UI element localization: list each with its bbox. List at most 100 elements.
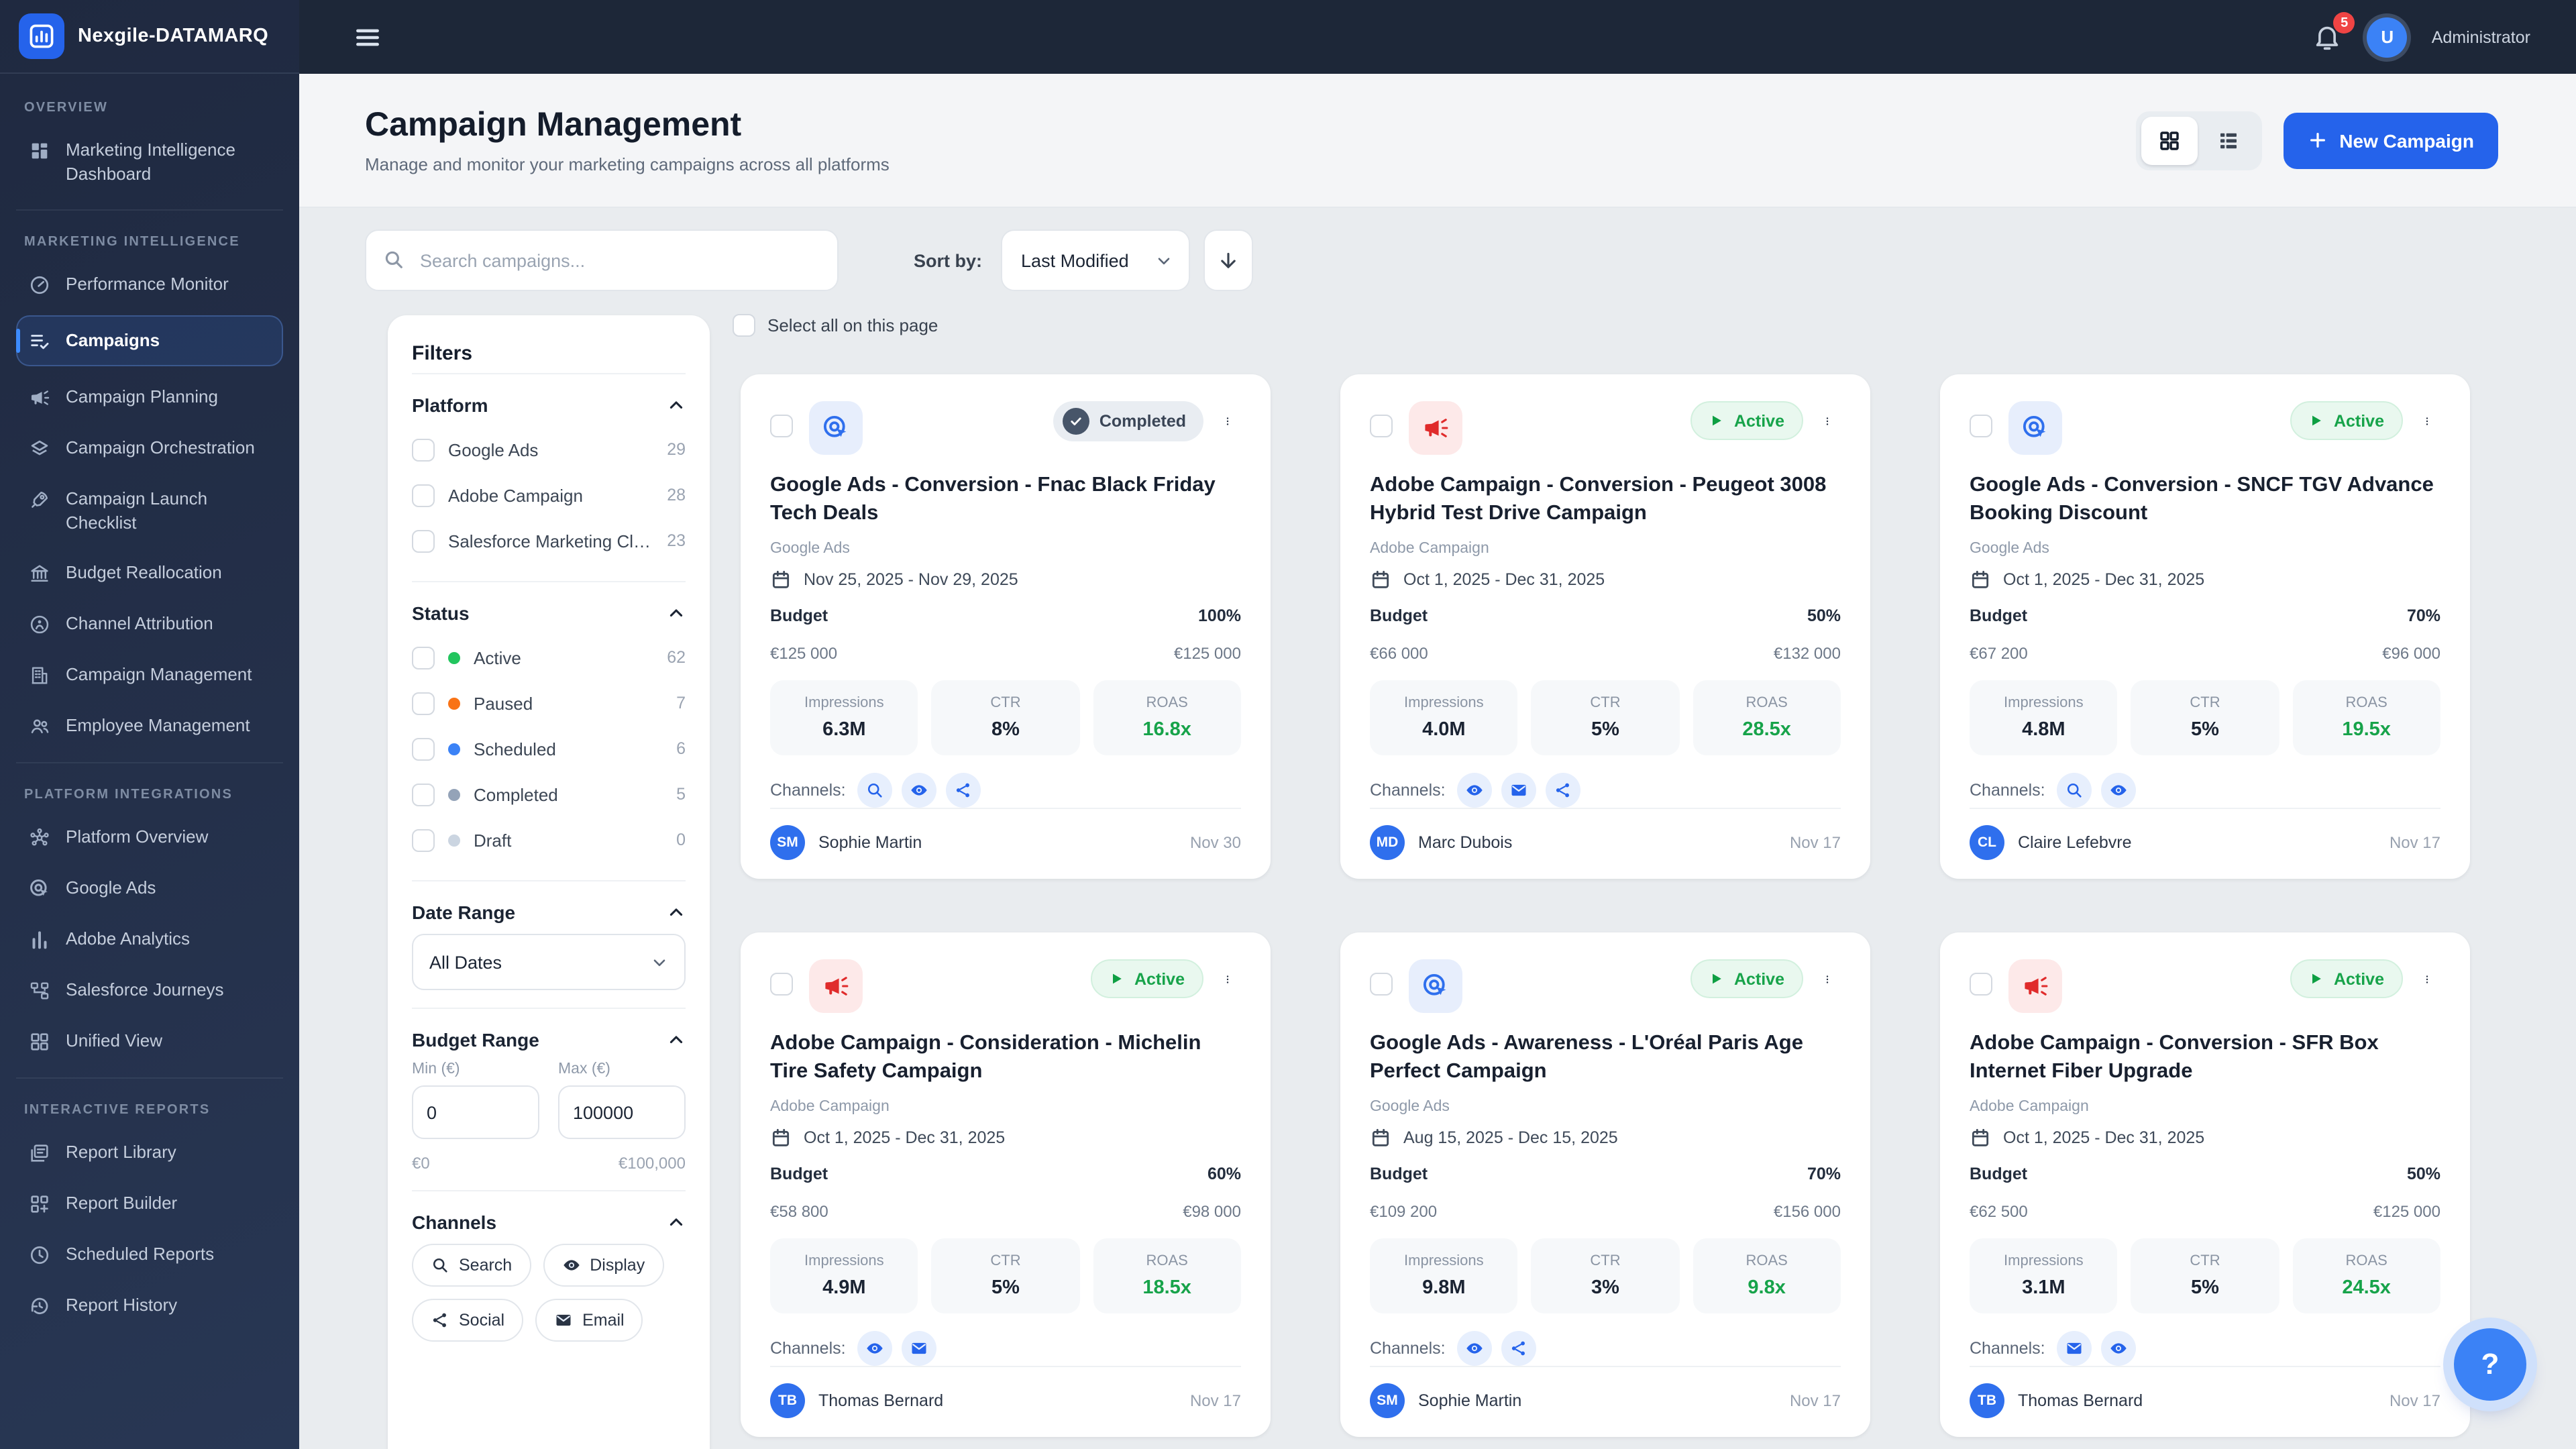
sidebar-item-marketing-intelligence-dashboard[interactable]: Marketing Intelligence Dashboard: [16, 125, 283, 199]
campaign-checkbox[interactable]: [1970, 415, 1992, 437]
sort-select[interactable]: Last Modified: [1001, 229, 1191, 291]
ctr-stat: CTR 5%: [2131, 680, 2279, 755]
select-all-checkbox[interactable]: [733, 314, 755, 337]
check-icon: [1063, 408, 1090, 435]
sidebar-item-budget-reallocation[interactable]: Budget Reallocation: [16, 547, 283, 598]
sort-direction-button[interactable]: [1203, 229, 1254, 291]
campaign-checkbox[interactable]: [770, 973, 793, 996]
sidebar-item-adobe-analytics[interactable]: Adobe Analytics: [16, 914, 283, 965]
clock-icon: [28, 1244, 51, 1267]
status-dot: [448, 743, 460, 755]
filter-option-checkbox[interactable]: [412, 484, 435, 506]
sidebar-item-campaign-launch-checklist[interactable]: Campaign Launch Checklist: [16, 474, 283, 547]
budget-label: Budget: [1370, 606, 1428, 625]
date-range-filter-header[interactable]: Date Range: [412, 902, 686, 923]
calendar-icon: [770, 1127, 792, 1148]
sidebar-item-unified-view[interactable]: Unified View: [16, 1016, 283, 1067]
campaign-card[interactable]: Completed Google Ads - Conversion - Fnac…: [741, 374, 1271, 879]
campaign-dates: Oct 1, 2025 - Dec 31, 2025: [2003, 1128, 2205, 1147]
plus-icon: [2307, 130, 2327, 150]
modified-date: Nov 17: [2389, 1391, 2440, 1410]
adobe-campaign-icon: [2008, 959, 2062, 1013]
sidebar-item-campaigns[interactable]: Campaigns: [16, 315, 283, 367]
menu-button[interactable]: [350, 19, 385, 54]
sidebar-item-scheduled-reports[interactable]: Scheduled Reports: [16, 1229, 283, 1280]
campaign-checkbox[interactable]: [1970, 973, 1992, 996]
search-input[interactable]: [365, 229, 839, 291]
sidebar-item-campaign-orchestration[interactable]: Campaign Orchestration: [16, 423, 283, 474]
campaign-card[interactable]: Active Adobe Campaign - Consideration - …: [741, 932, 1271, 1437]
filter-option-checkbox[interactable]: [412, 529, 435, 552]
list-view-button[interactable]: [2200, 116, 2256, 164]
budget-min-label: Min (€): [412, 1061, 460, 1077]
owner-name: Sophie Martin: [818, 833, 922, 852]
sidebar-item-google-ads[interactable]: Google Ads: [16, 863, 283, 914]
filter-option-checkbox[interactable]: [412, 438, 435, 461]
play-icon: [2302, 967, 2324, 990]
channel-social-icon: [1546, 772, 1581, 808]
status-option-checkbox[interactable]: [412, 828, 435, 851]
campaign-checkbox[interactable]: [1370, 415, 1393, 437]
notifications-button[interactable]: 5: [2312, 12, 2355, 52]
help-button[interactable]: ?: [2454, 1328, 2526, 1401]
adobe-campaign-icon: [1409, 401, 1462, 455]
channel-social-icon: [1501, 1330, 1537, 1366]
platform-filter-header[interactable]: Platform: [412, 394, 686, 416]
sidebar-section-label: OVERVIEW: [24, 101, 109, 115]
channel-pill-search[interactable]: Search: [412, 1244, 531, 1287]
play-icon: [2302, 409, 2324, 432]
card-menu-button[interactable]: [1214, 405, 1241, 437]
user-avatar[interactable]: U: [2367, 17, 2408, 57]
brand-logo-icon: [19, 13, 64, 59]
card-menu-button[interactable]: [1814, 405, 1841, 437]
card-menu-button[interactable]: [2414, 405, 2440, 437]
sidebar-section: OVERVIEW Marketing Intelligence Dashboar…: [16, 76, 283, 209]
card-menu-button[interactable]: [1814, 963, 1841, 995]
dashboard-icon: [28, 140, 51, 162]
channel-pill-email[interactable]: Email: [535, 1299, 643, 1342]
email-icon: [554, 1311, 573, 1330]
budget-min-input[interactable]: [412, 1085, 539, 1139]
kebab-icon: [1822, 965, 1833, 992]
sidebar-item-campaign-management[interactable]: Campaign Management: [16, 649, 283, 700]
campaign-checkbox[interactable]: [1370, 973, 1393, 996]
status-filter-header[interactable]: Status: [412, 602, 686, 624]
sidebar-item-salesforce-journeys[interactable]: Salesforce Journeys: [16, 965, 283, 1016]
layers-icon: [28, 437, 51, 460]
budget-percent: 50%: [2406, 1164, 2440, 1183]
sidebar-item-employee-management[interactable]: Employee Management: [16, 700, 283, 751]
status-option-checkbox[interactable]: [412, 737, 435, 760]
brand-name: Nexgile-DATAMARQ: [78, 25, 269, 47]
campaign-checkbox[interactable]: [770, 415, 793, 437]
sidebar-item-performance-monitor[interactable]: Performance Monitor: [16, 259, 283, 310]
budget-range-filter-header[interactable]: Budget Range: [412, 1029, 686, 1051]
status-option-checkbox[interactable]: [412, 783, 435, 806]
campaign-card[interactable]: Active Adobe Campaign - Conversion - SFR…: [1940, 932, 2470, 1437]
sidebar-item-channel-attribution[interactable]: Channel Attribution: [16, 598, 283, 649]
grid-view-button[interactable]: [2141, 116, 2198, 164]
sidebar-item-report-builder[interactable]: Report Builder: [16, 1178, 283, 1229]
campaign-card[interactable]: Active Google Ads - Awareness - L'Oréal …: [1340, 932, 1870, 1437]
campaign-card[interactable]: Active Adobe Campaign - Conversion - Peu…: [1340, 374, 1870, 879]
budget-max-input[interactable]: [558, 1085, 686, 1139]
card-menu-button[interactable]: [1214, 963, 1241, 995]
sidebar-item-campaign-planning[interactable]: Campaign Planning: [16, 372, 283, 423]
sidebar-nav: OVERVIEW Marketing Intelligence Dashboar…: [0, 74, 299, 1342]
date-range-select[interactable]: All Dates: [412, 934, 686, 990]
card-menu-button[interactable]: [2414, 963, 2440, 995]
new-campaign-button[interactable]: New Campaign: [2283, 112, 2498, 168]
campaign-title: Adobe Campaign - Conversion - SFR Box In…: [1970, 1032, 2379, 1083]
channel-pill-display[interactable]: Display: [543, 1244, 664, 1287]
sidebar-section: INTERACTIVE REPORTS Report Library Repor…: [16, 1077, 283, 1342]
channels-filter-header[interactable]: Channels: [412, 1212, 686, 1233]
status-option-checkbox[interactable]: [412, 646, 435, 669]
channel-pill-social[interactable]: Social: [412, 1299, 524, 1342]
sidebar-item-report-library[interactable]: Report Library: [16, 1127, 283, 1178]
grid-view-icon: [2157, 128, 2181, 152]
campaign-card[interactable]: Active Google Ads - Conversion - SNCF TG…: [1940, 374, 2470, 879]
status-option-checkbox[interactable]: [412, 692, 435, 714]
roas-stat: ROAS 16.8x: [1093, 680, 1241, 755]
sidebar-item-platform-overview[interactable]: Platform Overview: [16, 812, 283, 863]
owner-name: Marc Dubois: [1418, 833, 1513, 852]
sidebar-item-report-history[interactable]: Report History: [16, 1280, 283, 1331]
